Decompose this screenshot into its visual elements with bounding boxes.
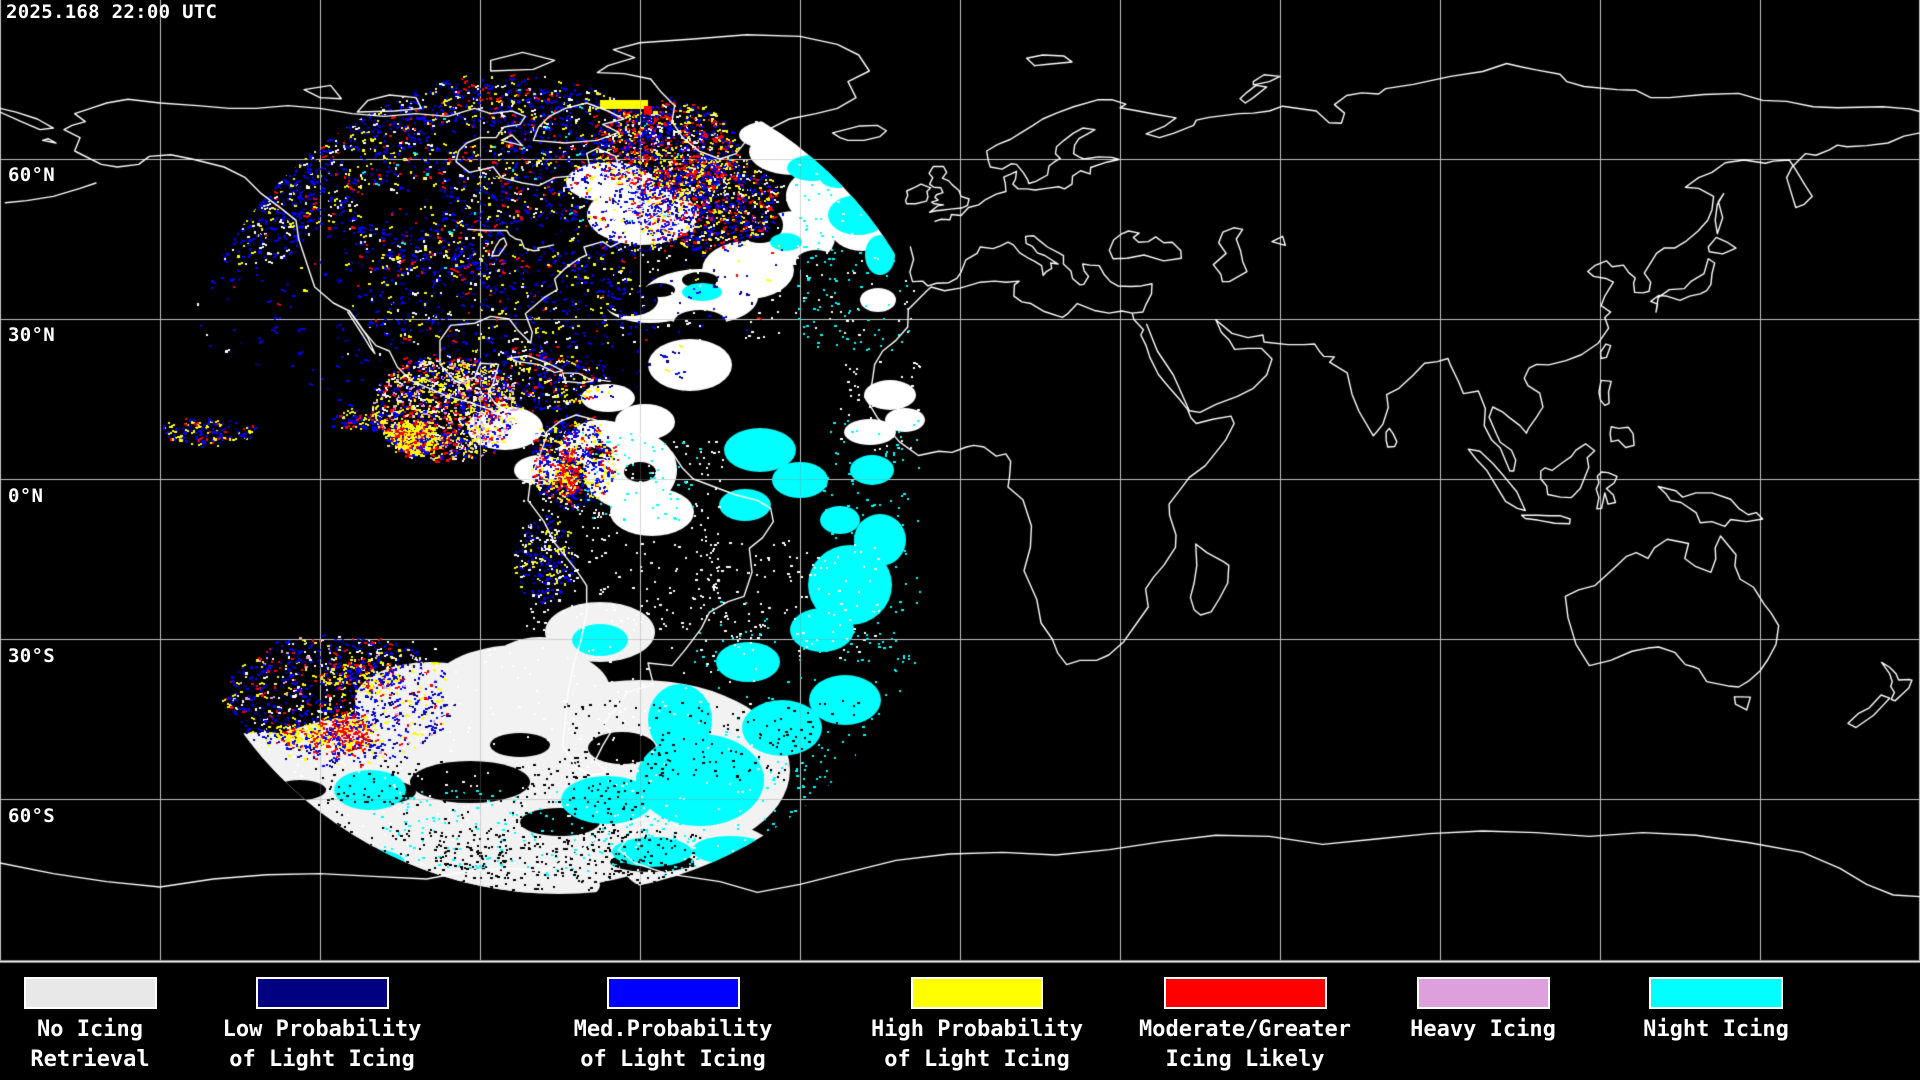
legend-item-med-probability: Med.Probability of Light Icing <box>533 977 813 1075</box>
lat-label-30n: 30°N <box>8 324 55 346</box>
legend-label: of Light Icing <box>580 1047 766 1072</box>
legend-swatch-low-probability <box>255 977 389 1009</box>
legend-label: Med.Probability <box>573 1017 773 1042</box>
legend-item-heavy-icing: Heavy Icing <box>1343 977 1623 1045</box>
legend-label: Night Icing <box>1643 1017 1789 1042</box>
legend-label: Retrieval <box>30 1047 150 1072</box>
world-map-canvas <box>0 0 1920 966</box>
legend-item-night-icing: Night Icing <box>1576 977 1856 1045</box>
legend-swatch-moderate-greater <box>1163 977 1327 1009</box>
lat-label-60s: 60°S <box>8 805 55 827</box>
lat-label-0n: 0°N <box>8 485 44 507</box>
lat-label-30s: 30°S <box>8 645 55 667</box>
legend-label: Icing Likely <box>1165 1047 1325 1072</box>
legend-swatch-high-probability <box>911 977 1043 1009</box>
legend-swatch-med-probability <box>606 977 740 1009</box>
legend-item-low-probability: Low Probability of Light Icing <box>182 977 462 1075</box>
legend-label: Low Probability <box>222 1017 422 1042</box>
lat-label-60n: 60°N <box>8 164 55 186</box>
legend-label: Moderate/Greater <box>1139 1017 1351 1042</box>
legend-label: High Probability <box>871 1017 1083 1042</box>
legend-swatch-heavy-icing <box>1416 977 1550 1009</box>
timestamp: 2025.168 22:00 UTC <box>6 1 218 23</box>
legend-label: No Icing <box>37 1017 143 1042</box>
legend-swatch-no-icing <box>23 977 157 1009</box>
legend-item-high-probability: High Probability of Light Icing <box>837 977 1117 1075</box>
legend-swatch-night-icing <box>1649 977 1783 1009</box>
legend-label: of Light Icing <box>229 1047 415 1072</box>
legend-item-no-icing: No Icing Retrieval <box>0 977 230 1075</box>
legend-label: of Light Icing <box>884 1047 1070 1072</box>
legend-label: Heavy Icing <box>1410 1017 1556 1042</box>
legend-item-moderate-greater: Moderate/Greater Icing Likely <box>1105 977 1385 1075</box>
